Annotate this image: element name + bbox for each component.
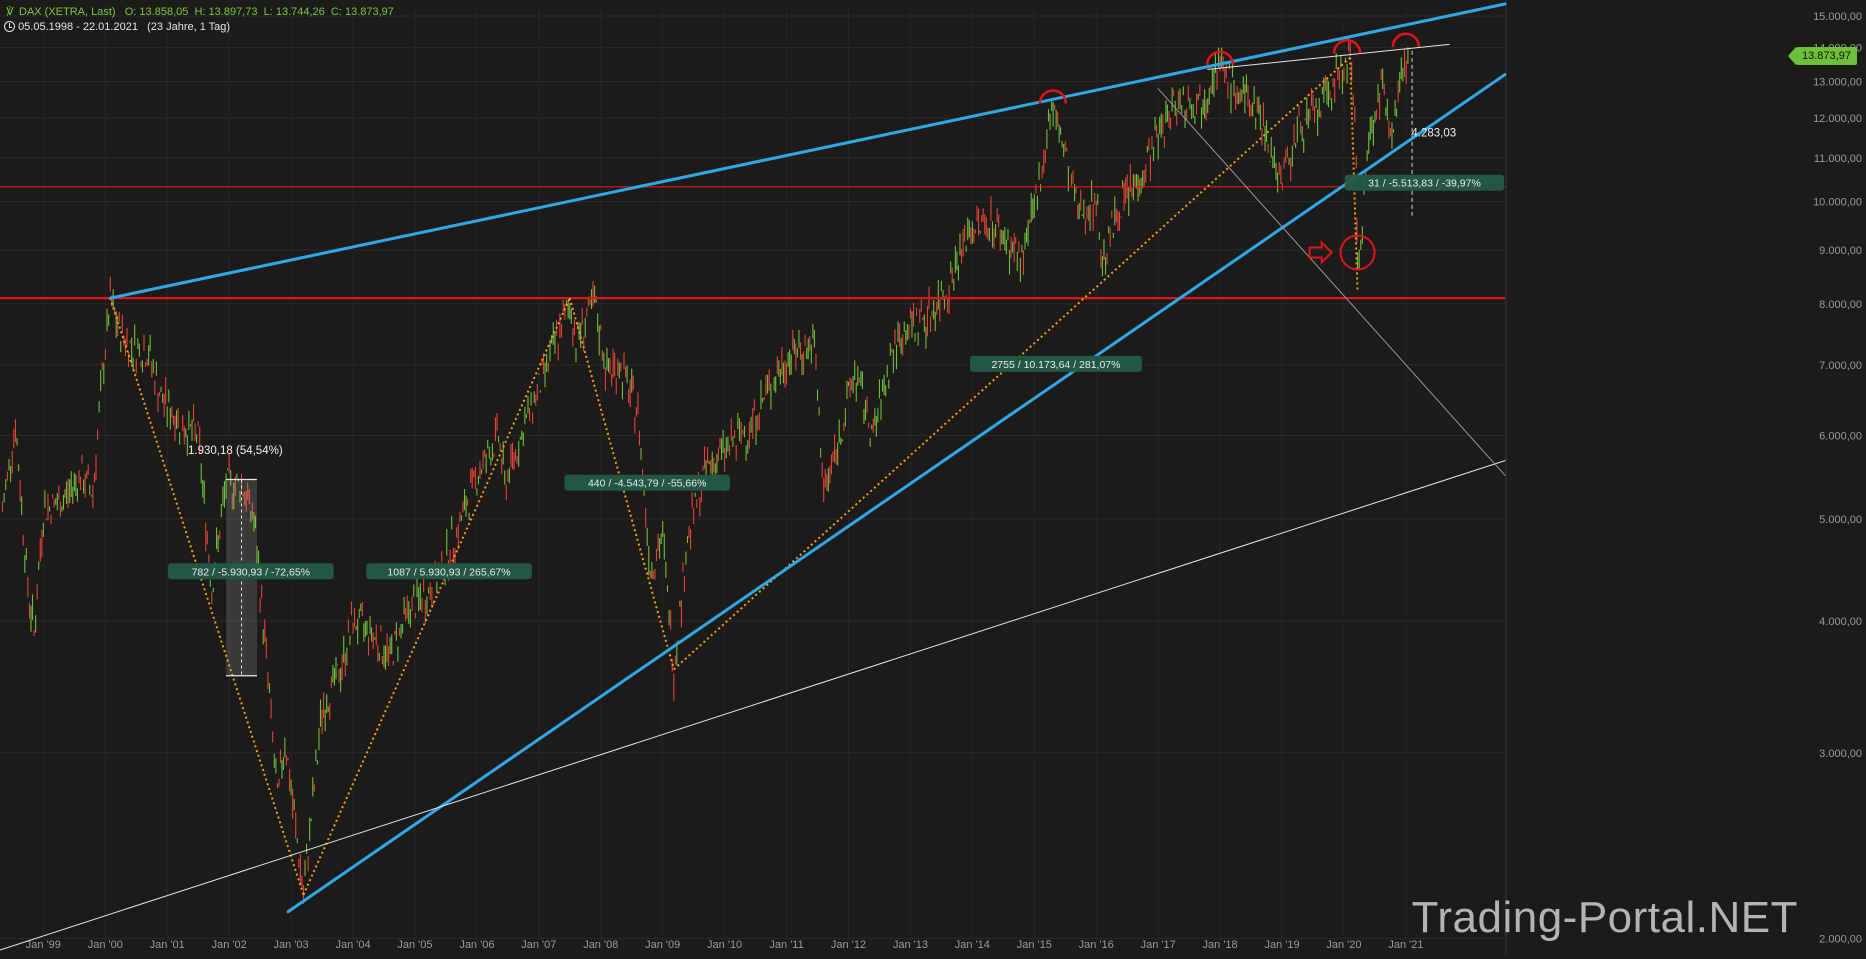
x-tick-label: Jan '13 xyxy=(893,939,928,951)
covid-low-circle xyxy=(1339,234,1376,271)
x-tick-label: Jan '00 xyxy=(88,939,123,951)
date-range: 05.05.1998 - 22.01.2021 xyxy=(18,21,138,33)
trendline xyxy=(1157,88,1506,476)
x-tick-label: Jan '17 xyxy=(1141,939,1176,951)
x-tick-label: Jan '18 xyxy=(1203,939,1238,951)
clock-icon xyxy=(4,21,15,32)
annotation-label: 4.283,03 xyxy=(1411,128,1456,140)
high-value: H: 13.897,73 xyxy=(194,6,258,18)
y-tick-label: 13.000,00 xyxy=(1813,77,1862,89)
top-arc-marker xyxy=(1205,50,1235,66)
x-tick-label: Jan '16 xyxy=(1079,939,1114,951)
swing-measure-line xyxy=(302,297,571,896)
x-tick-label: Jan '10 xyxy=(707,939,742,951)
x-tick-label: Jan '06 xyxy=(459,939,494,951)
trendline xyxy=(108,2,1507,300)
arrow-right-icon xyxy=(1308,240,1334,265)
top-arc-marker xyxy=(1332,39,1362,54)
x-tick-label: Jan '05 xyxy=(397,939,432,951)
annotation-box xyxy=(564,474,730,491)
open-value: O: 13.858,05 xyxy=(124,6,189,18)
annotation-label: 1.930,18 (54,54%) xyxy=(188,445,283,457)
x-tick-label: Jan '01 xyxy=(150,939,185,951)
symbol-name: DAX (XETRA, Last) xyxy=(19,6,116,18)
x-tick-label: Jan '03 xyxy=(274,939,309,951)
x-tick-label: Jan '09 xyxy=(645,939,680,951)
x-tick-label: Jan '99 xyxy=(26,939,61,951)
y-tick-label: 5.000,00 xyxy=(1819,514,1862,526)
x-tick-label: Jan '02 xyxy=(212,939,247,951)
trendline xyxy=(286,73,1507,914)
x-tick-label: Jan '07 xyxy=(521,939,556,951)
y-tick-label: 7.000,00 xyxy=(1819,360,1862,372)
watermark: Trading-Portal.NET xyxy=(1411,893,1798,942)
annotation-box xyxy=(970,355,1142,372)
y-tick-label: 10.000,00 xyxy=(1813,197,1862,209)
y-tick-label: 6.000,00 xyxy=(1819,430,1862,442)
x-tick-label: Jan '12 xyxy=(831,939,866,951)
y-tick-label: 11.000,00 xyxy=(1814,153,1862,165)
y-tick-label: 12.000,00 xyxy=(1813,113,1862,125)
annotation-label: 1087 / 5.930,93 / 265,67% xyxy=(387,566,510,578)
last-price-badge: 13.873,97 xyxy=(1788,47,1857,65)
x-tick-label: Jan '20 xyxy=(1326,939,1361,951)
x-tick-label: Jan '19 xyxy=(1264,939,1299,951)
period-label: (23 Jahre, 1 Tag) xyxy=(147,21,231,33)
y-tick-label: 9.000,00 xyxy=(1819,245,1862,257)
swing-measure-line xyxy=(568,297,675,670)
x-tick-label: Jan '11 xyxy=(769,939,803,951)
annotation-label: 782 / -5.930,93 / -72,65% xyxy=(192,566,311,578)
trendline xyxy=(0,460,1506,951)
y-tick-label: 3.000,00 xyxy=(1819,748,1862,760)
annotation-label: 440 / -4.543,79 / -55,66% xyxy=(588,478,707,490)
trendline xyxy=(1207,43,1450,70)
y-tick-label: 2.000,00 xyxy=(1819,933,1862,945)
annotation-box xyxy=(1344,174,1505,191)
annotation-box xyxy=(168,563,334,580)
swing-measure-line xyxy=(1349,57,1359,293)
y-tick-label: 4.000,00 xyxy=(1819,616,1862,628)
range-header: 05.05.1998 - 22.01.2021 (23 Jahre, 1 Tag… xyxy=(4,21,230,33)
x-tick-label: Jan '21 xyxy=(1388,939,1423,951)
close-value: C: 13.873,97 xyxy=(330,6,394,18)
annotation-label: 2755 / 10.173,64 / 281,07% xyxy=(991,359,1120,371)
top-arc-marker xyxy=(1038,89,1068,104)
x-tick-label: Jan '14 xyxy=(955,939,990,951)
low-value: L: 13.744,26 xyxy=(263,6,325,18)
annotation-box xyxy=(366,563,532,580)
x-tick-label: Jan '15 xyxy=(1017,939,1052,951)
y-tick-label: 8.000,00 xyxy=(1819,299,1862,311)
annotation-label: 31 / -5.513,83 / -39,97% xyxy=(1368,178,1481,190)
x-tick-label: Jan '04 xyxy=(335,939,370,951)
y-tick-label: 15.000,00 xyxy=(1813,11,1862,23)
x-tick-label: Jan '08 xyxy=(583,939,618,951)
candlestick-icon: ℣ xyxy=(6,6,14,18)
top-arc-marker xyxy=(1391,32,1421,47)
symbol-header: ℣ DAX (XETRA, Last) O: 13.858,05 H: 13.89… xyxy=(4,5,394,18)
